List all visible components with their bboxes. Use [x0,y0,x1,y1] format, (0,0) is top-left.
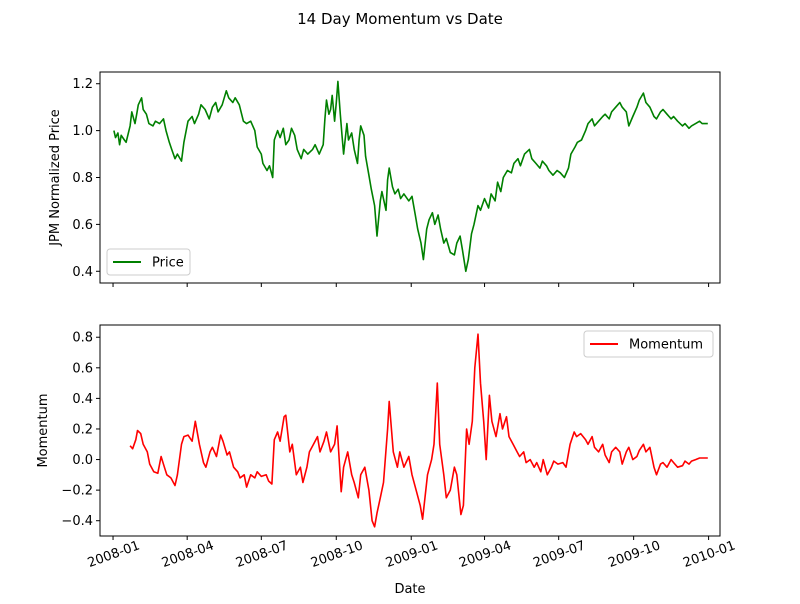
momentum-legend-label: Momentum [629,338,703,353]
price-legend: Price [106,248,191,276]
momentum-y-tick-label: −0.2 [61,484,93,499]
momentum-y-tick-label: 0.8 [72,331,93,346]
momentum-legend: Momentum [583,330,714,358]
price-legend-label: Price [152,256,184,271]
momentum-y-tick-label: −0.4 [61,514,93,529]
price-y-tick-label: 0.8 [72,171,93,186]
momentum-x-tick-label: 2009-10 [606,538,662,571]
momentum-x-tick-label: 2008-04 [160,538,216,571]
price-series-line [113,80,708,273]
momentum-plot-frame [99,324,721,537]
momentum-y-tick-label: 0.0 [72,453,93,468]
price-y-tick-label: 1.0 [72,124,93,139]
price-panel: JPM Normalized Price 0.4 0.6 0.8 1.0 1.2 Pri… [48,71,721,287]
momentum-y-axis-label: Momentum [36,393,51,467]
momentum-x-tick-label: 2009-07 [531,538,587,571]
momentum-legend-box [583,330,714,358]
price-legend-box [106,248,191,276]
momentum-series-line [129,333,708,528]
price-y-tick-label: 1.2 [72,77,93,92]
momentum-x-tick-label: 2008-10 [309,538,365,571]
price-y-tick-label: 0.4 [72,265,93,280]
momentum-x-tick-label: 2008-01 [86,538,142,571]
price-y-tick-label: 0.6 [72,218,93,233]
figure-title: 14 Day Momentum vs Date [297,10,503,28]
momentum-x-tick-label: 2010-01 [681,538,737,571]
momentum-x-tick-label: 2009-04 [457,538,513,571]
momentum-x-tick-label: 2008-07 [234,538,290,571]
momentum-y-tick-label: 0.6 [72,361,93,376]
momentum-x-axis-label: Date [394,582,425,597]
momentum-panel: Momentum Date −0.4 −0.2 0.0 0.2 0.4 0.6 0.8 20… [36,324,737,597]
momentum-y-tick-label: 0.2 [72,422,93,437]
momentum-x-tick-label: 2009-01 [384,538,440,571]
price-y-axis-label: JPM Normalized Price [48,109,63,247]
price-plot-frame [99,71,721,284]
momentum-y-tick-label: 0.4 [72,392,93,407]
